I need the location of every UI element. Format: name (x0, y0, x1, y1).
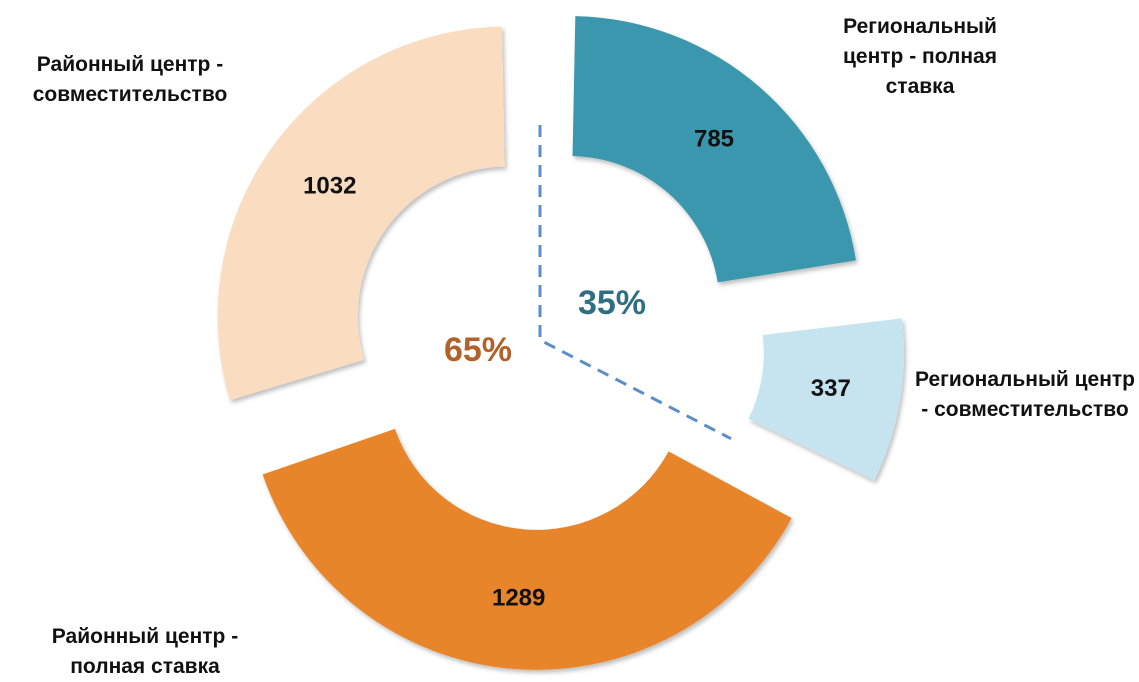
category-label: Районный центр - совместительство (32, 53, 228, 106)
donut-segment (748, 318, 904, 481)
category-label: Региональный центр - совместительство (915, 368, 1136, 421)
donut-segment (572, 16, 856, 283)
group-separator (538, 125, 732, 440)
value-label: 785 (694, 125, 734, 152)
category-label: Районный центр - полная ставка (51, 625, 239, 678)
value-label: 337 (811, 375, 851, 402)
donut-segment (262, 428, 792, 670)
donut-segment (217, 26, 505, 401)
group-percent: 35% (578, 284, 646, 322)
value-label: 1032 (303, 172, 356, 199)
value-label: 1289 (492, 584, 545, 611)
category-label: Региональный центр - полная ставка (843, 15, 997, 98)
group-percent: 65% (444, 331, 512, 369)
